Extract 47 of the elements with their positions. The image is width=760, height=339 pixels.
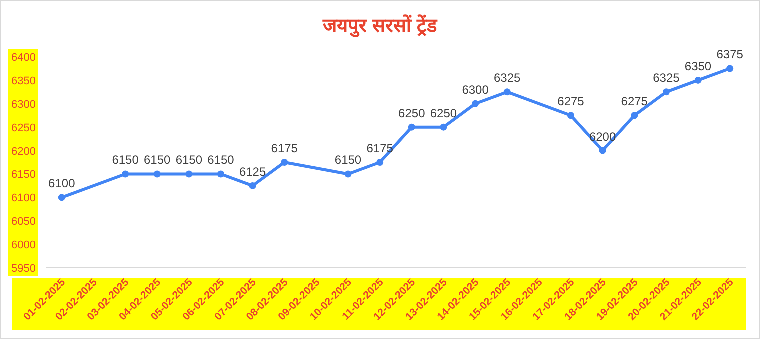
point xyxy=(694,76,702,84)
point xyxy=(376,159,384,166)
data-label: 6325 xyxy=(494,71,522,86)
y-tick-label: 6400 xyxy=(12,52,36,64)
data-label: 6300 xyxy=(462,82,490,97)
chart-title: जयपुर सरसों ट्रेंड xyxy=(322,14,438,38)
data-label: 6350 xyxy=(684,59,712,74)
point xyxy=(154,170,161,178)
data-label: 6150 xyxy=(176,153,203,168)
point xyxy=(504,88,511,96)
data-label: 6250 xyxy=(430,106,458,120)
data-label: 6125 xyxy=(239,164,266,179)
y-tick-label: 5950 xyxy=(12,263,36,275)
y-tick-label: 6050 xyxy=(12,216,36,228)
point xyxy=(440,124,448,131)
point xyxy=(249,182,256,190)
y-tick-label: 6000 xyxy=(12,240,36,252)
point xyxy=(58,194,66,202)
data-label: 6375 xyxy=(716,48,744,62)
point xyxy=(281,159,288,166)
data-label: 6150 xyxy=(112,153,140,168)
y-tick-label: 6200 xyxy=(12,146,36,158)
point xyxy=(568,112,574,120)
point xyxy=(408,124,416,131)
point xyxy=(599,147,606,154)
data-label: 6325 xyxy=(653,71,680,86)
data-label: 6150 xyxy=(334,153,362,168)
point xyxy=(472,100,480,108)
point xyxy=(726,65,734,72)
data-label: 6150 xyxy=(208,153,235,168)
data-label: 6100 xyxy=(48,176,76,191)
point xyxy=(122,170,130,178)
y-tick-label: 6350 xyxy=(12,75,36,88)
data-label: 6150 xyxy=(144,153,172,168)
data-label: 6250 xyxy=(398,106,426,120)
y-tick-label: 6250 xyxy=(12,122,36,134)
y-tick-label: 6150 xyxy=(12,169,36,182)
point xyxy=(218,170,224,178)
y-tick-label: 6100 xyxy=(12,192,36,205)
point xyxy=(631,112,638,120)
data-label: 6275 xyxy=(558,94,585,109)
point xyxy=(662,88,670,96)
point xyxy=(344,170,352,178)
y-tick-label: 6300 xyxy=(12,98,36,111)
point xyxy=(186,170,193,178)
data-label: 6175 xyxy=(271,142,298,156)
data-label: 6275 xyxy=(621,94,648,109)
